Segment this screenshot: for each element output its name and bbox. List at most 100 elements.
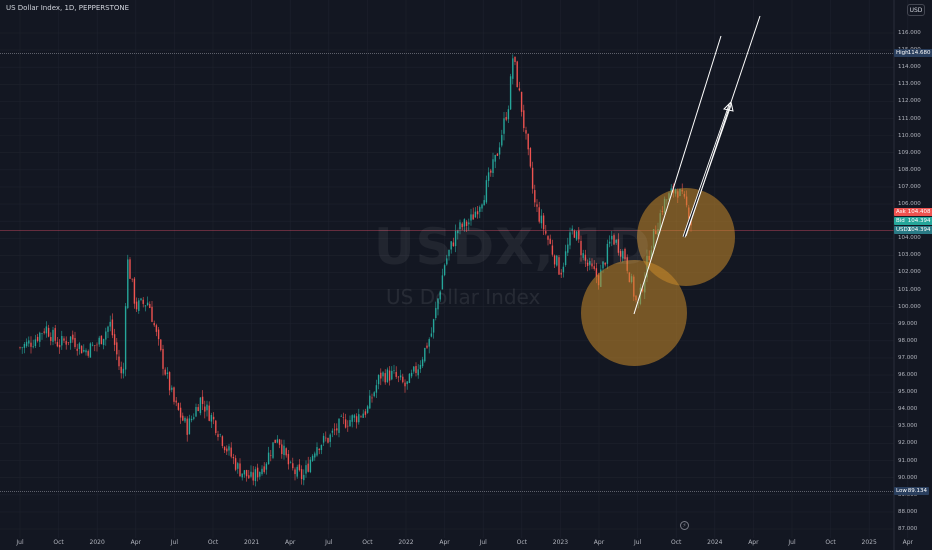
candle-body (206, 404, 208, 411)
candle-body (272, 442, 274, 458)
watermark-symbol: USDX, 1D (374, 218, 652, 276)
candle-body (113, 334, 116, 345)
y-tick-label: 106.000 (898, 201, 921, 208)
candle-body (98, 337, 100, 345)
chart-title: US Dollar Index, 1D, PEPPERSTONE (6, 4, 130, 12)
candle-body (311, 455, 314, 461)
candle-body (619, 251, 622, 257)
x-tick-label: Apr (902, 539, 913, 546)
candle-body (155, 325, 158, 332)
candle-body (584, 254, 587, 261)
candle-body (131, 278, 133, 280)
candle-body (591, 263, 593, 267)
bid-tag-label: Bid (896, 218, 905, 224)
candle-body (94, 345, 96, 346)
candle-body (384, 373, 386, 383)
candle-body (210, 414, 213, 422)
candle-body (289, 462, 292, 463)
candle-body (608, 241, 611, 244)
candle-body (278, 439, 281, 445)
y-tick-label: 107.000 (898, 183, 921, 190)
y-tick-label: 93.000 (898, 423, 918, 430)
tradingview-logo-icon[interactable]: ⚡ (680, 521, 689, 530)
candle-body (215, 420, 217, 433)
candle-body (457, 230, 459, 234)
candle-body (294, 469, 296, 475)
x-tick-label: 2021 (243, 539, 260, 546)
currency-button[interactable]: USD (907, 4, 925, 16)
candle-body (355, 416, 358, 423)
y-tick-label: 111.000 (898, 115, 921, 122)
last-tag-value: 104.394 (907, 227, 931, 233)
candle-body (413, 366, 415, 372)
candle-body (551, 245, 554, 255)
low-tag-value: 89.134 (907, 488, 927, 494)
candle-body (437, 298, 439, 310)
candle-body (556, 255, 558, 266)
x-tick-label: Oct (825, 539, 836, 546)
candle-body (562, 266, 565, 273)
candle-body (481, 204, 483, 209)
candle-body (274, 439, 276, 443)
candle-body (65, 341, 67, 345)
candle-body (580, 240, 582, 256)
candle-body (69, 336, 72, 343)
candle-body (265, 463, 268, 470)
candle-body (245, 469, 248, 477)
candle-body (184, 417, 186, 422)
y-tick-label: 103.000 (898, 252, 921, 259)
trend-arrow-3 (685, 15, 761, 237)
candle-body (193, 417, 195, 419)
candle-body (307, 463, 309, 472)
ask-tag-label: Ask (896, 209, 906, 215)
candle-body (292, 463, 294, 469)
candle-body (182, 415, 184, 421)
candle-body (472, 214, 474, 220)
candle-body (45, 326, 48, 334)
candle-body (276, 439, 279, 443)
candle-body (67, 342, 70, 343)
candle-body (102, 338, 105, 346)
candle-body (263, 466, 265, 472)
candle-body (151, 306, 153, 322)
candle-body (221, 436, 224, 446)
x-tick-label: Apr (439, 539, 450, 546)
bid-tag-value: 104.394 (907, 218, 931, 224)
candle-body (107, 326, 109, 332)
candle-body (118, 356, 120, 367)
y-tick-label: 116.000 (898, 30, 921, 36)
candle-body (349, 420, 351, 427)
candle-body (441, 275, 444, 290)
candle-body (461, 223, 463, 228)
candle-body (146, 302, 149, 306)
candle-body (327, 437, 329, 443)
candle-body (186, 418, 188, 435)
candle-body (230, 447, 232, 457)
candle-body (391, 370, 393, 380)
candle-body (586, 262, 589, 266)
candle-body (34, 339, 37, 347)
grid (0, 0, 909, 538)
candle-body (393, 370, 395, 371)
candle-body (177, 403, 180, 410)
candle-body (281, 444, 283, 455)
candle-body (201, 396, 204, 404)
y-tick-label: 94.000 (898, 406, 918, 413)
last-tag: USDX 104.394 (894, 226, 932, 234)
candle-body (61, 336, 63, 346)
candle-body (479, 207, 481, 212)
candle-body (520, 91, 523, 112)
candle-body (364, 411, 367, 415)
candle-body (516, 61, 518, 88)
candle-body (298, 464, 301, 471)
candle-body (595, 268, 598, 277)
candle-body (340, 416, 342, 417)
candle-body (83, 349, 85, 352)
candle-body (219, 434, 221, 436)
y-tick-label: 114.000 (898, 64, 921, 71)
candle-body (30, 342, 32, 347)
last-tag-label: USDX (896, 227, 912, 233)
candle-body (212, 416, 215, 420)
candle-body (135, 301, 138, 310)
